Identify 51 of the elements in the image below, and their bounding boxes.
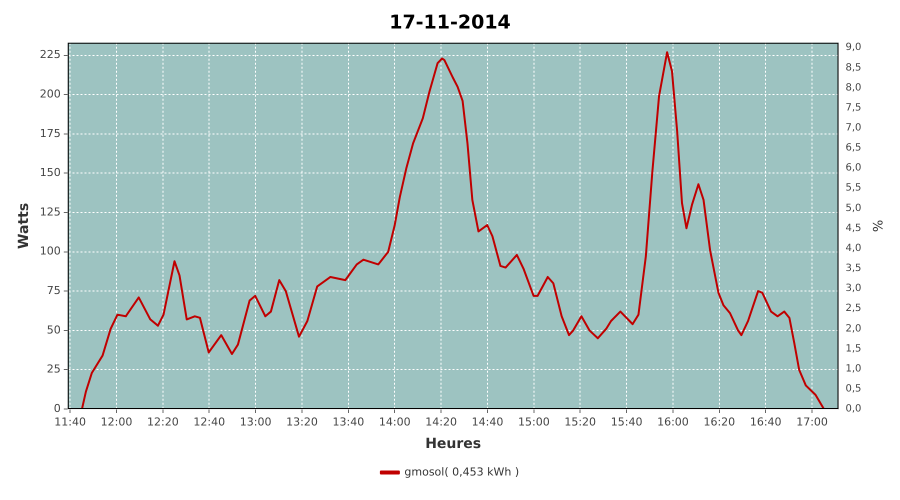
y-tick-label: 150 (40, 166, 61, 180)
x-tick-label: 16:00 (657, 415, 689, 428)
x-tick-label: 14:40 (472, 415, 504, 428)
y2-tick-label: 7,5 (845, 102, 862, 114)
x-tick-label: 12:00 (100, 415, 132, 428)
x-tick-label: 17:00 (796, 415, 828, 428)
y-tick-label: 175 (40, 126, 61, 140)
y2-tick-label: 1,5 (845, 343, 862, 354)
x-tick-label: 16:20 (703, 415, 736, 428)
y2-tick-label: 3,5 (845, 263, 862, 274)
y-tick-label: 75 (46, 284, 61, 297)
x-tick-label: 11:40 (54, 415, 86, 428)
y-tick-label: 100 (40, 244, 61, 258)
y-tick-label: 200 (40, 88, 61, 101)
y2-tick-label: 9,0 (845, 42, 862, 54)
x-tick-label: 14:20 (425, 415, 457, 428)
y2-tick-label: 8,0 (845, 82, 862, 94)
x-tick-label: 13:20 (286, 415, 318, 428)
y2-tick-label: 4,5 (845, 222, 862, 234)
y2-axis-title: % (868, 220, 884, 232)
y2-tick-label: 3,0 (845, 283, 862, 294)
y2-tick-label: 2,0 (845, 323, 862, 334)
y-tick-label: 125 (40, 205, 61, 218)
chart-title: 17-11-2014 (389, 11, 511, 34)
x-tick-label: 15:20 (564, 415, 596, 428)
y2-tick-label: 4,0 (845, 242, 862, 254)
y2-tick-label: 2,5 (845, 303, 862, 314)
y2-tick-label: 5,0 (845, 202, 862, 214)
x-tick-label: 13:00 (240, 415, 272, 428)
x-axis-title: Heures (425, 436, 482, 452)
y2-tick-label: 8,5 (845, 62, 862, 74)
x-tick-label: 14:00 (378, 415, 411, 428)
y-tick-label: 50 (46, 323, 61, 336)
y2-tick-label: 1,0 (845, 363, 862, 374)
y-tick-label: 25 (46, 362, 61, 376)
x-tick-label: 12:20 (147, 415, 179, 428)
y2-tick-label: 0,5 (845, 384, 862, 395)
y2-tick-label: 7,0 (845, 122, 862, 134)
y-axis-title: Watts (16, 202, 32, 249)
y-tick-label: 0 (54, 402, 61, 415)
x-tick-label: 12:40 (193, 415, 226, 428)
x-tick-label: 15:40 (610, 415, 642, 428)
x-tick-label: 16:40 (750, 415, 782, 428)
y2-tick-label: 0,0 (845, 404, 862, 415)
y-tick-label: 225 (40, 48, 61, 62)
x-tick-label: 13:40 (332, 415, 364, 428)
y2-tick-label: 6,0 (845, 162, 862, 174)
y2-tick-label: 5,5 (845, 182, 862, 194)
y2-tick-label: 6,5 (845, 142, 862, 154)
x-tick-label: 15:00 (518, 415, 550, 428)
legend-label: gmosol( 0,453 kWh ) (404, 465, 520, 478)
